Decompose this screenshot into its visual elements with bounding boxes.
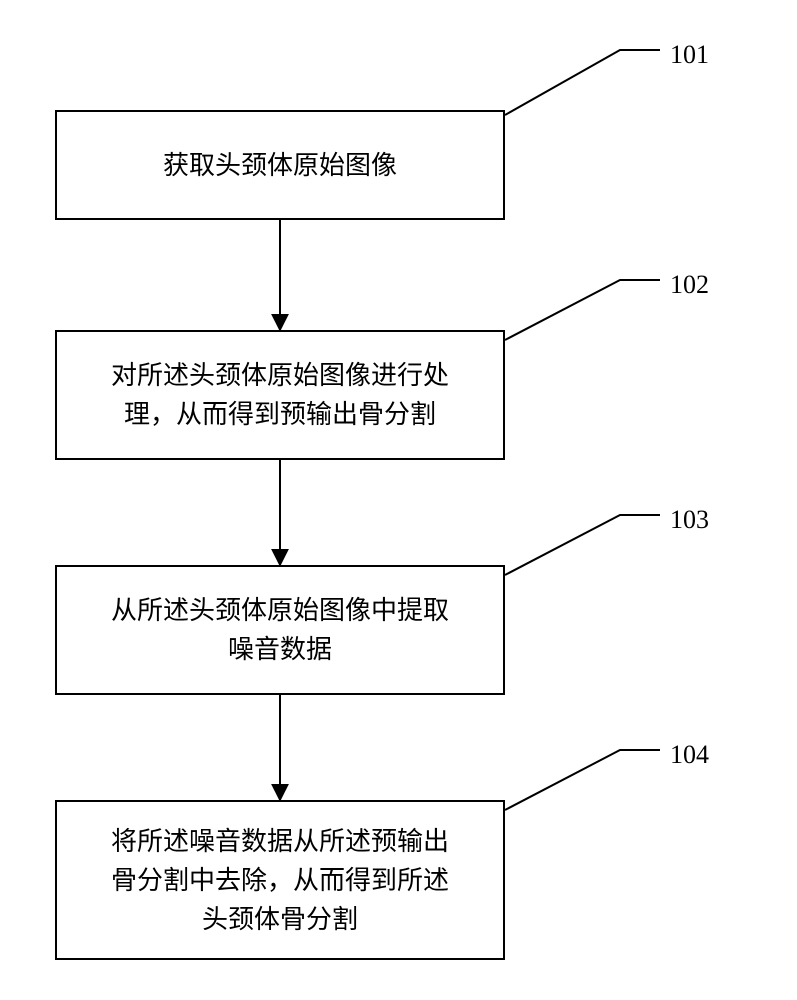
leader-line xyxy=(505,515,660,575)
flow-node-n2: 对所述头颈体原始图像进行处 理，从而得到预输出骨分割 xyxy=(55,330,505,460)
flow-node-label: 103 xyxy=(670,505,709,535)
flow-node-label: 101 xyxy=(670,40,709,70)
leader-line xyxy=(505,280,660,340)
flow-node-label: 104 xyxy=(670,740,709,770)
flow-node-text: 将所述噪音数据从所述预输出 骨分割中去除，从而得到所述 头颈体骨分割 xyxy=(111,822,449,939)
leader-line xyxy=(505,50,660,115)
leader-line xyxy=(505,750,660,810)
flow-node-text: 从所述头颈体原始图像中提取 噪音数据 xyxy=(111,591,449,669)
flow-node-n3: 从所述头颈体原始图像中提取 噪音数据 xyxy=(55,565,505,695)
flow-node-text: 获取头颈体原始图像 xyxy=(163,146,397,185)
flowchart-canvas: 获取头颈体原始图像 101 对所述头颈体原始图像进行处 理，从而得到预输出骨分割 10… xyxy=(0,0,797,1000)
flow-node-n1: 获取头颈体原始图像 xyxy=(55,110,505,220)
flow-node-n4: 将所述噪音数据从所述预输出 骨分割中去除，从而得到所述 头颈体骨分割 xyxy=(55,800,505,960)
flow-node-text: 对所述头颈体原始图像进行处 理，从而得到预输出骨分割 xyxy=(111,356,449,434)
flow-node-label: 102 xyxy=(670,270,709,300)
